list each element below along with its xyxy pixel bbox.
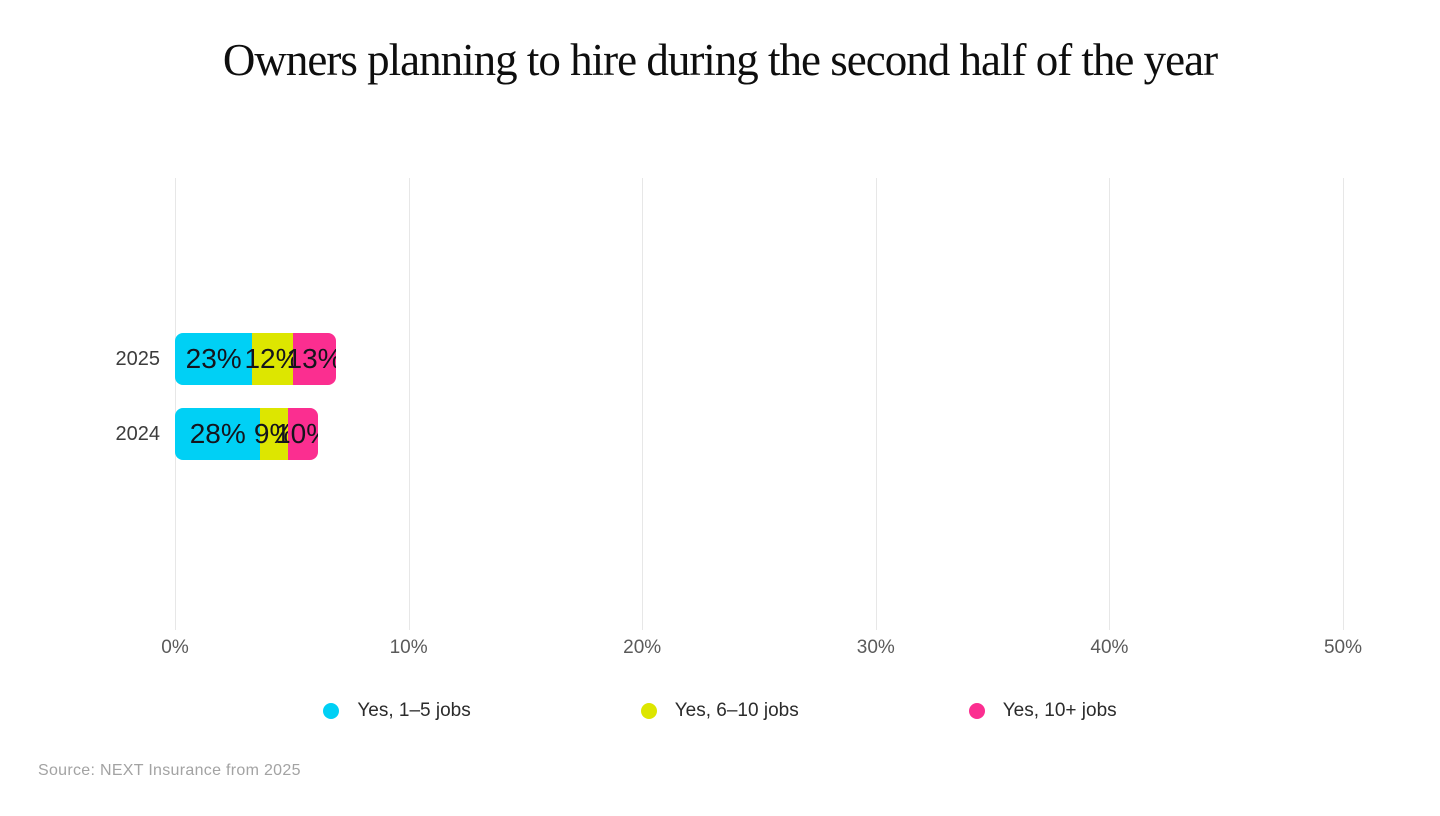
gridline [175, 178, 176, 630]
gridline [875, 178, 877, 630]
x-tick-label: 10% [389, 637, 428, 658]
bar-segment: 9% [254, 408, 294, 460]
x-tick-label: 0% [161, 637, 189, 658]
bar-value-label: 10% [275, 418, 318, 449]
bar-value-label: 23% [185, 343, 242, 374]
legend-dot-icon [323, 703, 340, 719]
x-tick-label: 20% [623, 637, 662, 658]
bar-row-2024: 2024 28%9%10% [116, 408, 328, 460]
gridline [1343, 178, 1344, 630]
category-label: 2025 [115, 348, 161, 370]
source-note: Source: NEXT Insurance from 2025 [38, 762, 301, 779]
bar-segment: 28% [175, 408, 261, 460]
legend-label: Yes, 6–10 jobs [674, 700, 799, 721]
legend-item: Yes, 10+ jobs [968, 700, 1117, 722]
x-tick-label: 50% [1323, 637, 1363, 658]
bars-layer: 2025 23%12%13% 2024 28%9%10% [116, 178, 1343, 630]
bar-segment: 13% [287, 333, 336, 385]
bar-segment: 23% [175, 333, 253, 385]
gridline [642, 178, 644, 630]
category-label: 2024 [115, 423, 161, 445]
stacked-bar: 23%12%13% [175, 333, 336, 385]
legend-label: Yes, 1–5 jobs [357, 700, 471, 721]
x-tick-label: 30% [856, 637, 895, 658]
stacked-bar: 28%9%10% [175, 408, 318, 460]
bar-value-label: 28% [189, 418, 246, 449]
bar-segment: 10% [275, 408, 318, 460]
bar-row-2025: 2025 23%12%13% [116, 333, 343, 385]
x-axis: 0% 10% 20% 30% 40% 50% [161, 637, 1362, 659]
gridline [1109, 178, 1111, 630]
bar-value-label: 13% [286, 343, 337, 374]
legend: Yes, 1–5 jobs Yes, 6–10 jobs Yes, 10+ jobs [0, 700, 1440, 722]
bar-segment: 12% [244, 333, 301, 385]
legend-dot-icon [968, 703, 985, 719]
chart-title: Owners planning to hire during the secon… [222, 35, 1218, 85]
bar-value-label: 12% [244, 343, 301, 374]
bar-value-label: 9% [253, 418, 295, 449]
legend-item: Yes, 6–10 jobs [640, 700, 799, 722]
gridline [408, 178, 410, 630]
legend-dot-icon [640, 703, 657, 719]
legend-item: Yes, 1–5 jobs [323, 700, 471, 722]
x-tick-label: 40% [1090, 637, 1129, 658]
legend-label: Yes, 10+ jobs [1002, 700, 1117, 721]
